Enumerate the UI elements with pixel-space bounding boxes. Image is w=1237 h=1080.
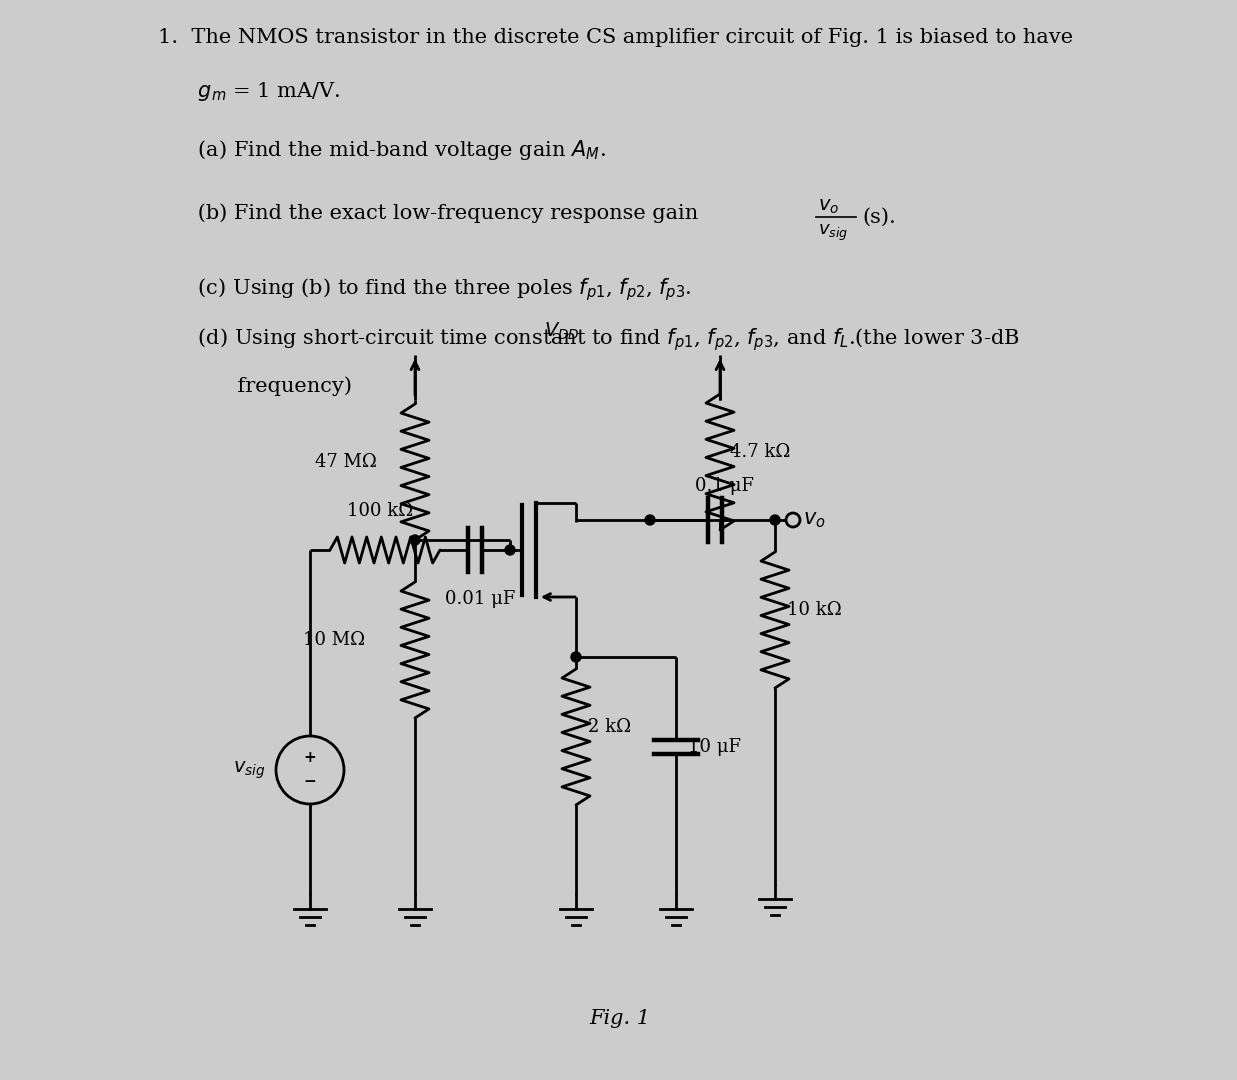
Text: −: − [303,773,317,788]
Text: (d) Using short-circuit time constant to find $f_{p1}$, $f_{p2}$, $f_{p3}$, and : (d) Using short-circuit time constant to… [158,326,1019,353]
Text: $v_o$: $v_o$ [818,198,839,216]
Text: (s).: (s). [862,208,896,227]
Text: 0.01 μF: 0.01 μF [445,590,516,608]
Circle shape [769,515,781,525]
Circle shape [409,535,421,545]
Text: frequency): frequency) [158,376,353,395]
Text: $v_o$: $v_o$ [803,510,825,530]
Text: 47 MΩ: 47 MΩ [315,453,377,471]
Text: $v_{sig}$: $v_{sig}$ [234,759,266,781]
Text: 10 MΩ: 10 MΩ [303,631,365,649]
Text: +: + [303,751,317,766]
Text: 4.7 kΩ: 4.7 kΩ [730,443,790,461]
Text: (c) Using (b) to find the three poles $f_{p1}$, $f_{p2}$, $f_{p3}$.: (c) Using (b) to find the three poles $f… [158,276,691,302]
Text: 10 μF: 10 μF [688,738,741,756]
Text: 100 kΩ: 100 kΩ [348,502,413,519]
Text: 2 kΩ: 2 kΩ [588,718,631,735]
Text: $V_{DD}$: $V_{DD}$ [544,321,580,342]
Text: (b) Find the exact low-frequency response gain: (b) Find the exact low-frequency respons… [158,203,705,222]
Circle shape [505,545,515,555]
Text: Fig. 1: Fig. 1 [590,1009,651,1027]
Text: 0.1 μF: 0.1 μF [695,477,753,495]
Text: $v_{sig}$: $v_{sig}$ [818,222,849,243]
Circle shape [571,652,581,662]
Text: 10 kΩ: 10 kΩ [787,600,841,619]
Text: $g_m$ = 1 mA/V.: $g_m$ = 1 mA/V. [158,80,340,103]
Text: (a) Find the mid-band voltage gain $A_M$.: (a) Find the mid-band voltage gain $A_M$… [158,138,606,162]
Circle shape [644,515,656,525]
Text: 1.  The NMOS transistor in the discrete CS amplifier circuit of Fig. 1 is biased: 1. The NMOS transistor in the discrete C… [158,28,1074,48]
